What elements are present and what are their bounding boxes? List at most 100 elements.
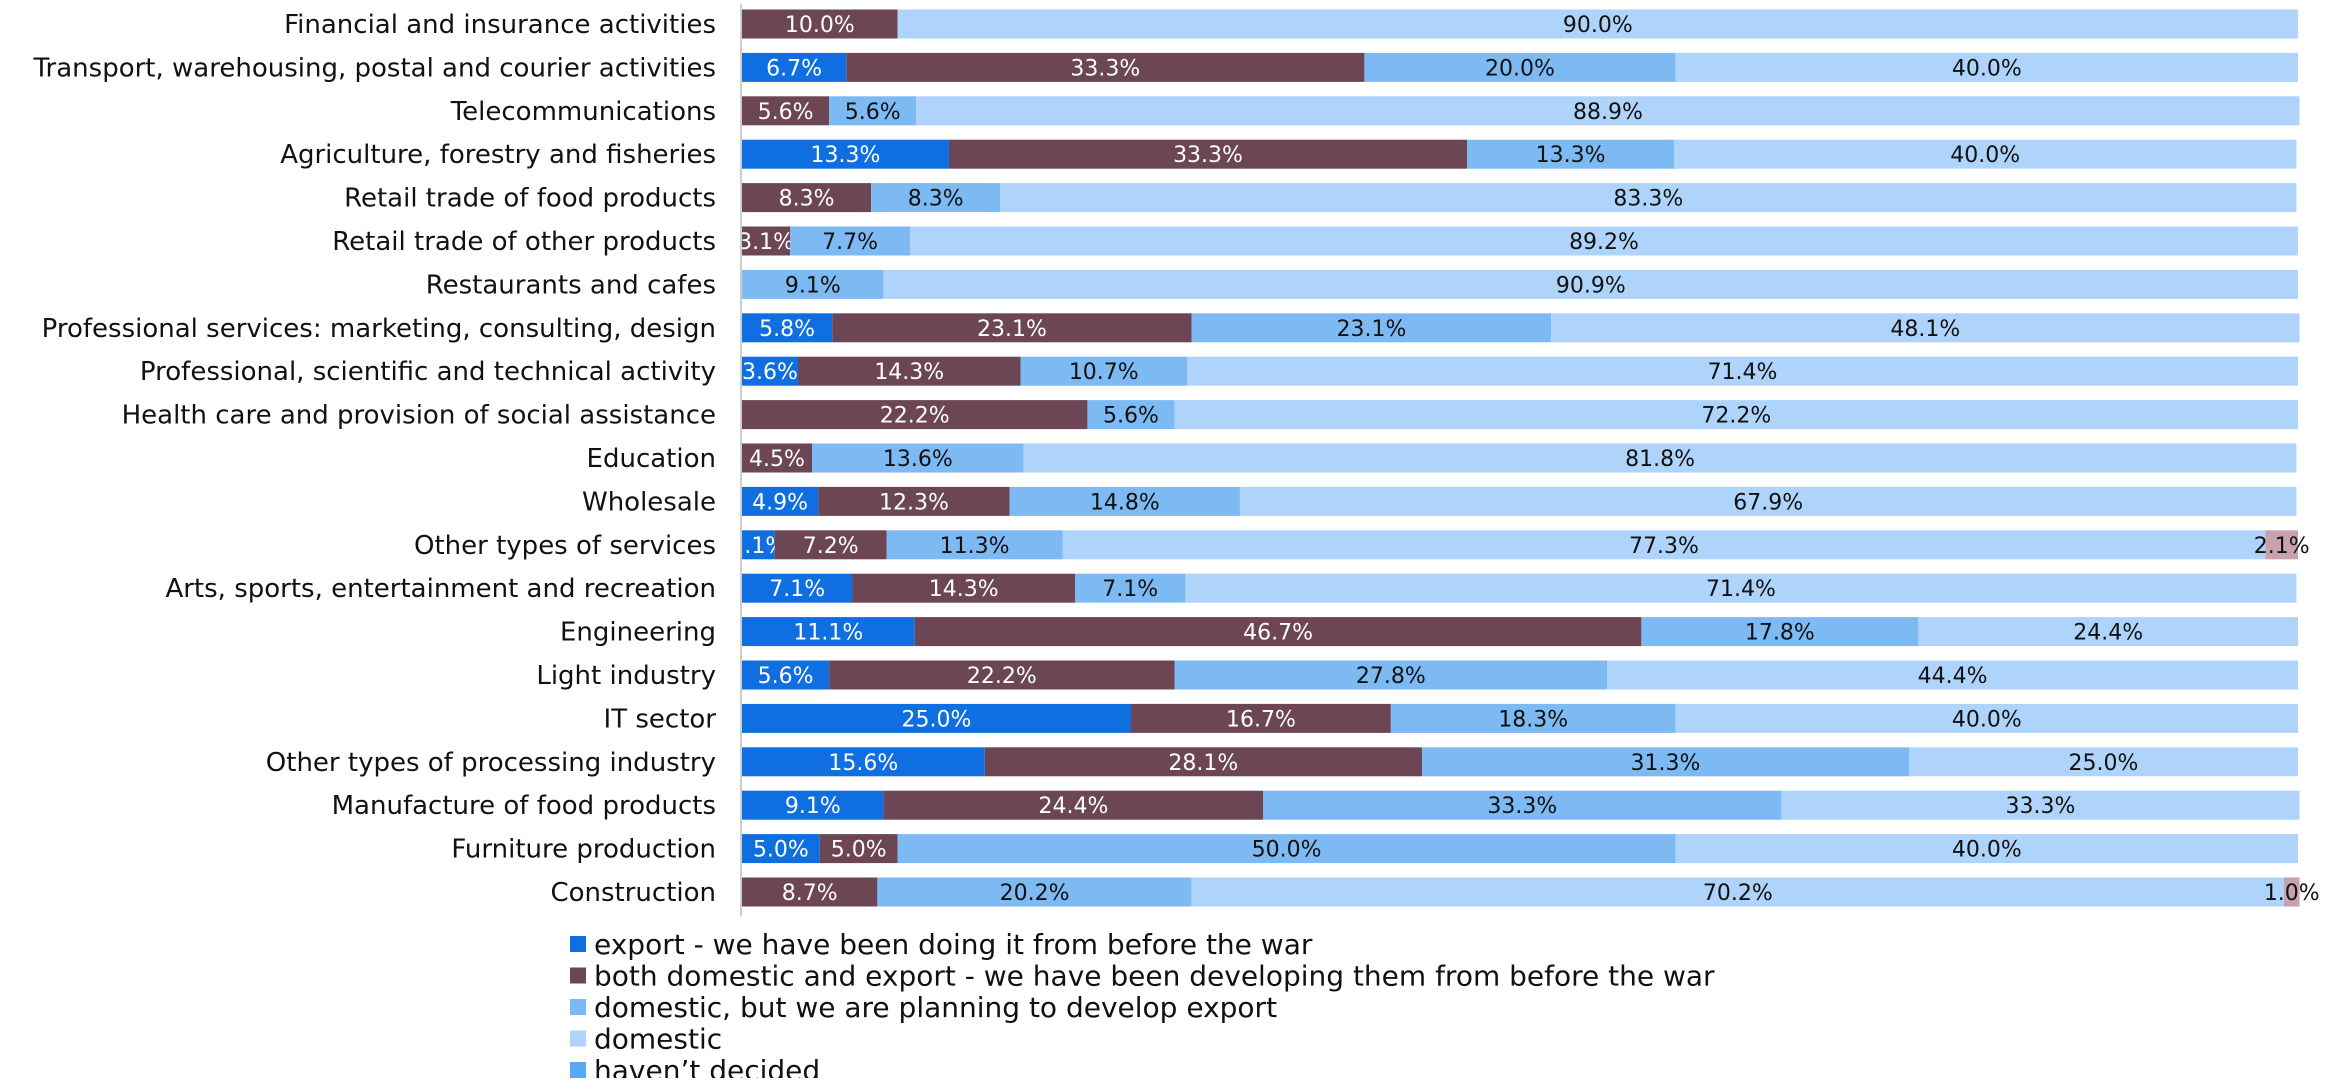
data-label: 15.6%	[828, 751, 898, 776]
bar-segment	[883, 790, 1264, 820]
bar-segment	[798, 356, 1021, 386]
data-label: 81.8%	[1625, 447, 1695, 472]
data-label: 22.2%	[967, 664, 1037, 689]
bar-segment	[1390, 703, 1676, 733]
data-label: 13.3%	[811, 143, 881, 168]
bar-segment	[829, 96, 917, 126]
data-label: 22.2%	[880, 404, 950, 429]
bar-segment	[1174, 660, 1608, 690]
data-label: 24.4%	[1038, 794, 1108, 819]
data-label: 1.0%	[2264, 881, 2320, 906]
bar-segment	[1421, 747, 1909, 777]
bar-segment	[1087, 400, 1175, 430]
category-label: Manufacture of food products	[332, 791, 716, 821]
data-label: 2.1%	[2254, 534, 2310, 559]
data-label: 9.1%	[785, 273, 841, 298]
bar-segment	[742, 400, 1088, 430]
category-label: Wholesale	[582, 487, 716, 517]
bar-segment	[742, 443, 813, 473]
category-label: Restaurants and cafes	[426, 270, 716, 300]
data-label: 25.0%	[2069, 751, 2139, 776]
bar-segment	[1185, 573, 2297, 603]
bar-segment	[1009, 486, 1240, 516]
bar-segment	[1675, 834, 2298, 864]
bar-segment	[742, 790, 884, 820]
bar-segment	[1551, 313, 2300, 343]
bar-segment	[742, 9, 898, 39]
data-label: 71.4%	[1706, 577, 1776, 602]
legend-label: haven’t decided	[594, 1054, 820, 1078]
data-label: 10.0%	[785, 13, 855, 38]
bar-segment	[1675, 703, 2298, 733]
data-label: 83.3%	[1613, 187, 1683, 212]
legend-label: domestic	[594, 1023, 722, 1056]
data-label: 9.1%	[785, 794, 841, 819]
data-label: 11.3%	[940, 534, 1010, 559]
bar-segment	[1000, 183, 2297, 213]
bar-segment	[1239, 486, 2297, 516]
bar-segment	[1020, 356, 1188, 386]
category-labels: Financial and insurance activities Transp…	[33, 10, 717, 908]
legend-label: export - we have been doing it from befo…	[594, 928, 1313, 961]
legend-label: both domestic and export - we have been …	[594, 960, 1715, 993]
bar-segment	[742, 747, 985, 777]
category-label: Construction	[550, 878, 716, 908]
category-label: Professional, scientific and technical a…	[140, 357, 716, 387]
bar-segment	[910, 226, 2298, 256]
bar-segment	[897, 9, 2298, 39]
bar-segment	[742, 96, 830, 126]
category-label: Arts, sports, entertainment and recreati…	[165, 574, 716, 604]
category-label: Education	[587, 444, 716, 474]
data-label: 20.0%	[1485, 56, 1555, 81]
data-label: 77.3%	[1629, 534, 1699, 559]
data-label: 7.1%	[769, 577, 825, 602]
data-label: 44.4%	[1918, 664, 1988, 689]
legend-swatch	[570, 999, 586, 1015]
bar-segment	[2284, 877, 2300, 907]
data-label: 7.1%	[1102, 577, 1158, 602]
data-label: 23.1%	[1336, 317, 1406, 342]
bar-segment	[742, 660, 830, 690]
data-label: 3.6%	[742, 360, 798, 385]
data-label: 14.8%	[1090, 490, 1160, 515]
bar-segment	[742, 269, 884, 299]
bars-layer: 10.0% 90.0% 6.7% 33.3% 20.0% 40.0% 5.6% 5.6% 88.…	[730, 9, 2320, 907]
bar-segment	[1191, 313, 1552, 343]
data-label: 5.6%	[1103, 404, 1159, 429]
data-label: 5.6%	[758, 100, 814, 125]
legend-label: domestic, but we are planning to develop…	[594, 991, 1277, 1024]
bar-segment	[852, 573, 1075, 603]
data-label: 12.3%	[879, 490, 949, 515]
data-label: 4.5%	[749, 447, 805, 472]
bar-segment	[1174, 400, 2298, 430]
bar-segment	[742, 877, 878, 907]
bar-segment	[812, 443, 1024, 473]
data-label: 5.0%	[831, 838, 887, 863]
bar-segment	[1675, 52, 2298, 82]
data-label: 14.3%	[929, 577, 999, 602]
legend: export - we have been doing it from befo…	[570, 928, 1715, 1082]
data-label: 89.2%	[1569, 230, 1639, 255]
data-label: 71.4%	[1708, 360, 1778, 385]
data-label: 3.1%	[738, 230, 794, 255]
data-label: 7.7%	[822, 230, 878, 255]
category-label: Retail trade of food products	[344, 184, 716, 214]
bar-segment	[1641, 617, 1919, 647]
bar-segment	[1467, 139, 1675, 169]
bar-segment	[1909, 747, 2298, 777]
data-label: 8.3%	[779, 187, 835, 212]
data-label: 5.8%	[759, 317, 815, 342]
bar-segment	[819, 834, 898, 864]
bar-segment	[742, 52, 847, 82]
data-label: 8.3%	[908, 187, 964, 212]
bar-segment	[790, 226, 911, 256]
bar-segment	[897, 834, 1676, 864]
legend-swatch	[570, 1062, 586, 1078]
bar-segment	[742, 530, 775, 560]
data-label: 13.3%	[1536, 143, 1606, 168]
category-label: Agriculture, forestry and fisheries	[280, 140, 716, 170]
data-label: 17.8%	[1745, 621, 1815, 646]
category-label: IT sector	[604, 704, 717, 734]
category-label: Light industry	[536, 661, 716, 691]
